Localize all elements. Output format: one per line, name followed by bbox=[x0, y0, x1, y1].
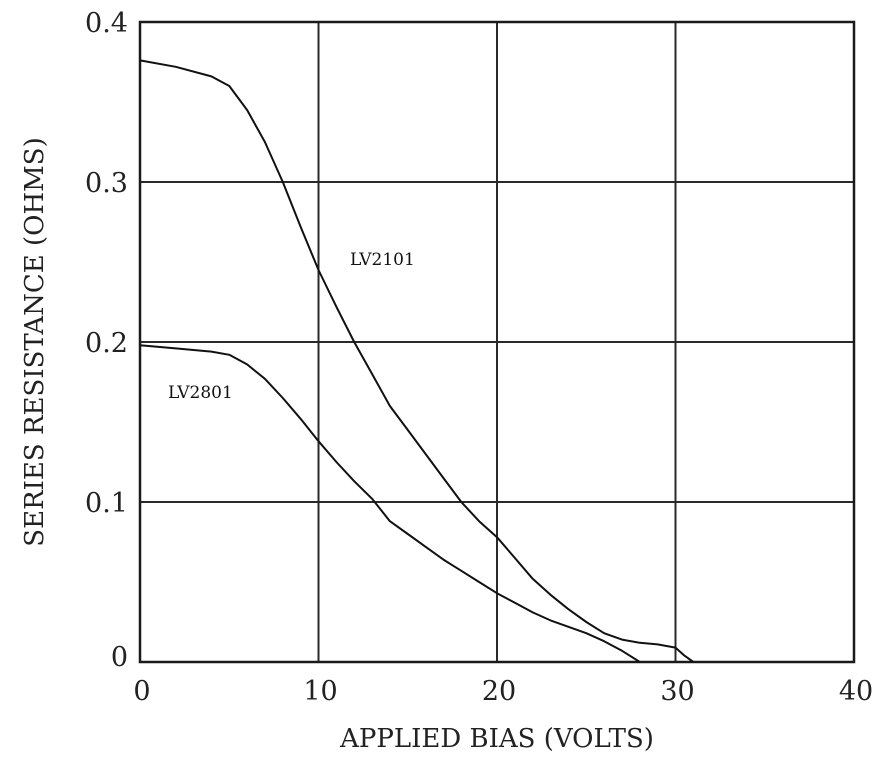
x-tick-label: 0 bbox=[133, 676, 150, 707]
y-tick-label: 0 bbox=[111, 642, 128, 673]
y-tick-label: 0.2 bbox=[85, 328, 128, 359]
x-axis-label: APPLIED BIAS (VOLTS) bbox=[339, 724, 654, 754]
x-tick-label: 40 bbox=[839, 676, 873, 707]
x-tick-label: 20 bbox=[482, 676, 516, 707]
tick-labels: 0 10 20 30 40 0 0.1 0.2 0.3 0.4 bbox=[85, 8, 873, 707]
series-label-lv2101: LV2101 bbox=[350, 250, 415, 270]
x-tick-label: 10 bbox=[303, 676, 337, 707]
y-tick-label: 0.4 bbox=[85, 8, 128, 39]
y-tick-label: 0.1 bbox=[85, 488, 128, 519]
series-line-lv2801 bbox=[139, 344, 641, 663]
y-axis-label: SERIES RESISTANCE (OHMS) bbox=[20, 137, 50, 546]
y-tick-label: 0.3 bbox=[85, 168, 128, 199]
series-labels: LV2101 LV2801 bbox=[168, 250, 415, 403]
series-line-lv2101 bbox=[139, 59, 694, 663]
series-lines bbox=[139, 59, 694, 663]
x-tick-label: 30 bbox=[660, 676, 694, 707]
grid-lines bbox=[139, 21, 855, 663]
plot-frame bbox=[138, 20, 856, 664]
series-label-lv2801: LV2801 bbox=[168, 383, 233, 403]
